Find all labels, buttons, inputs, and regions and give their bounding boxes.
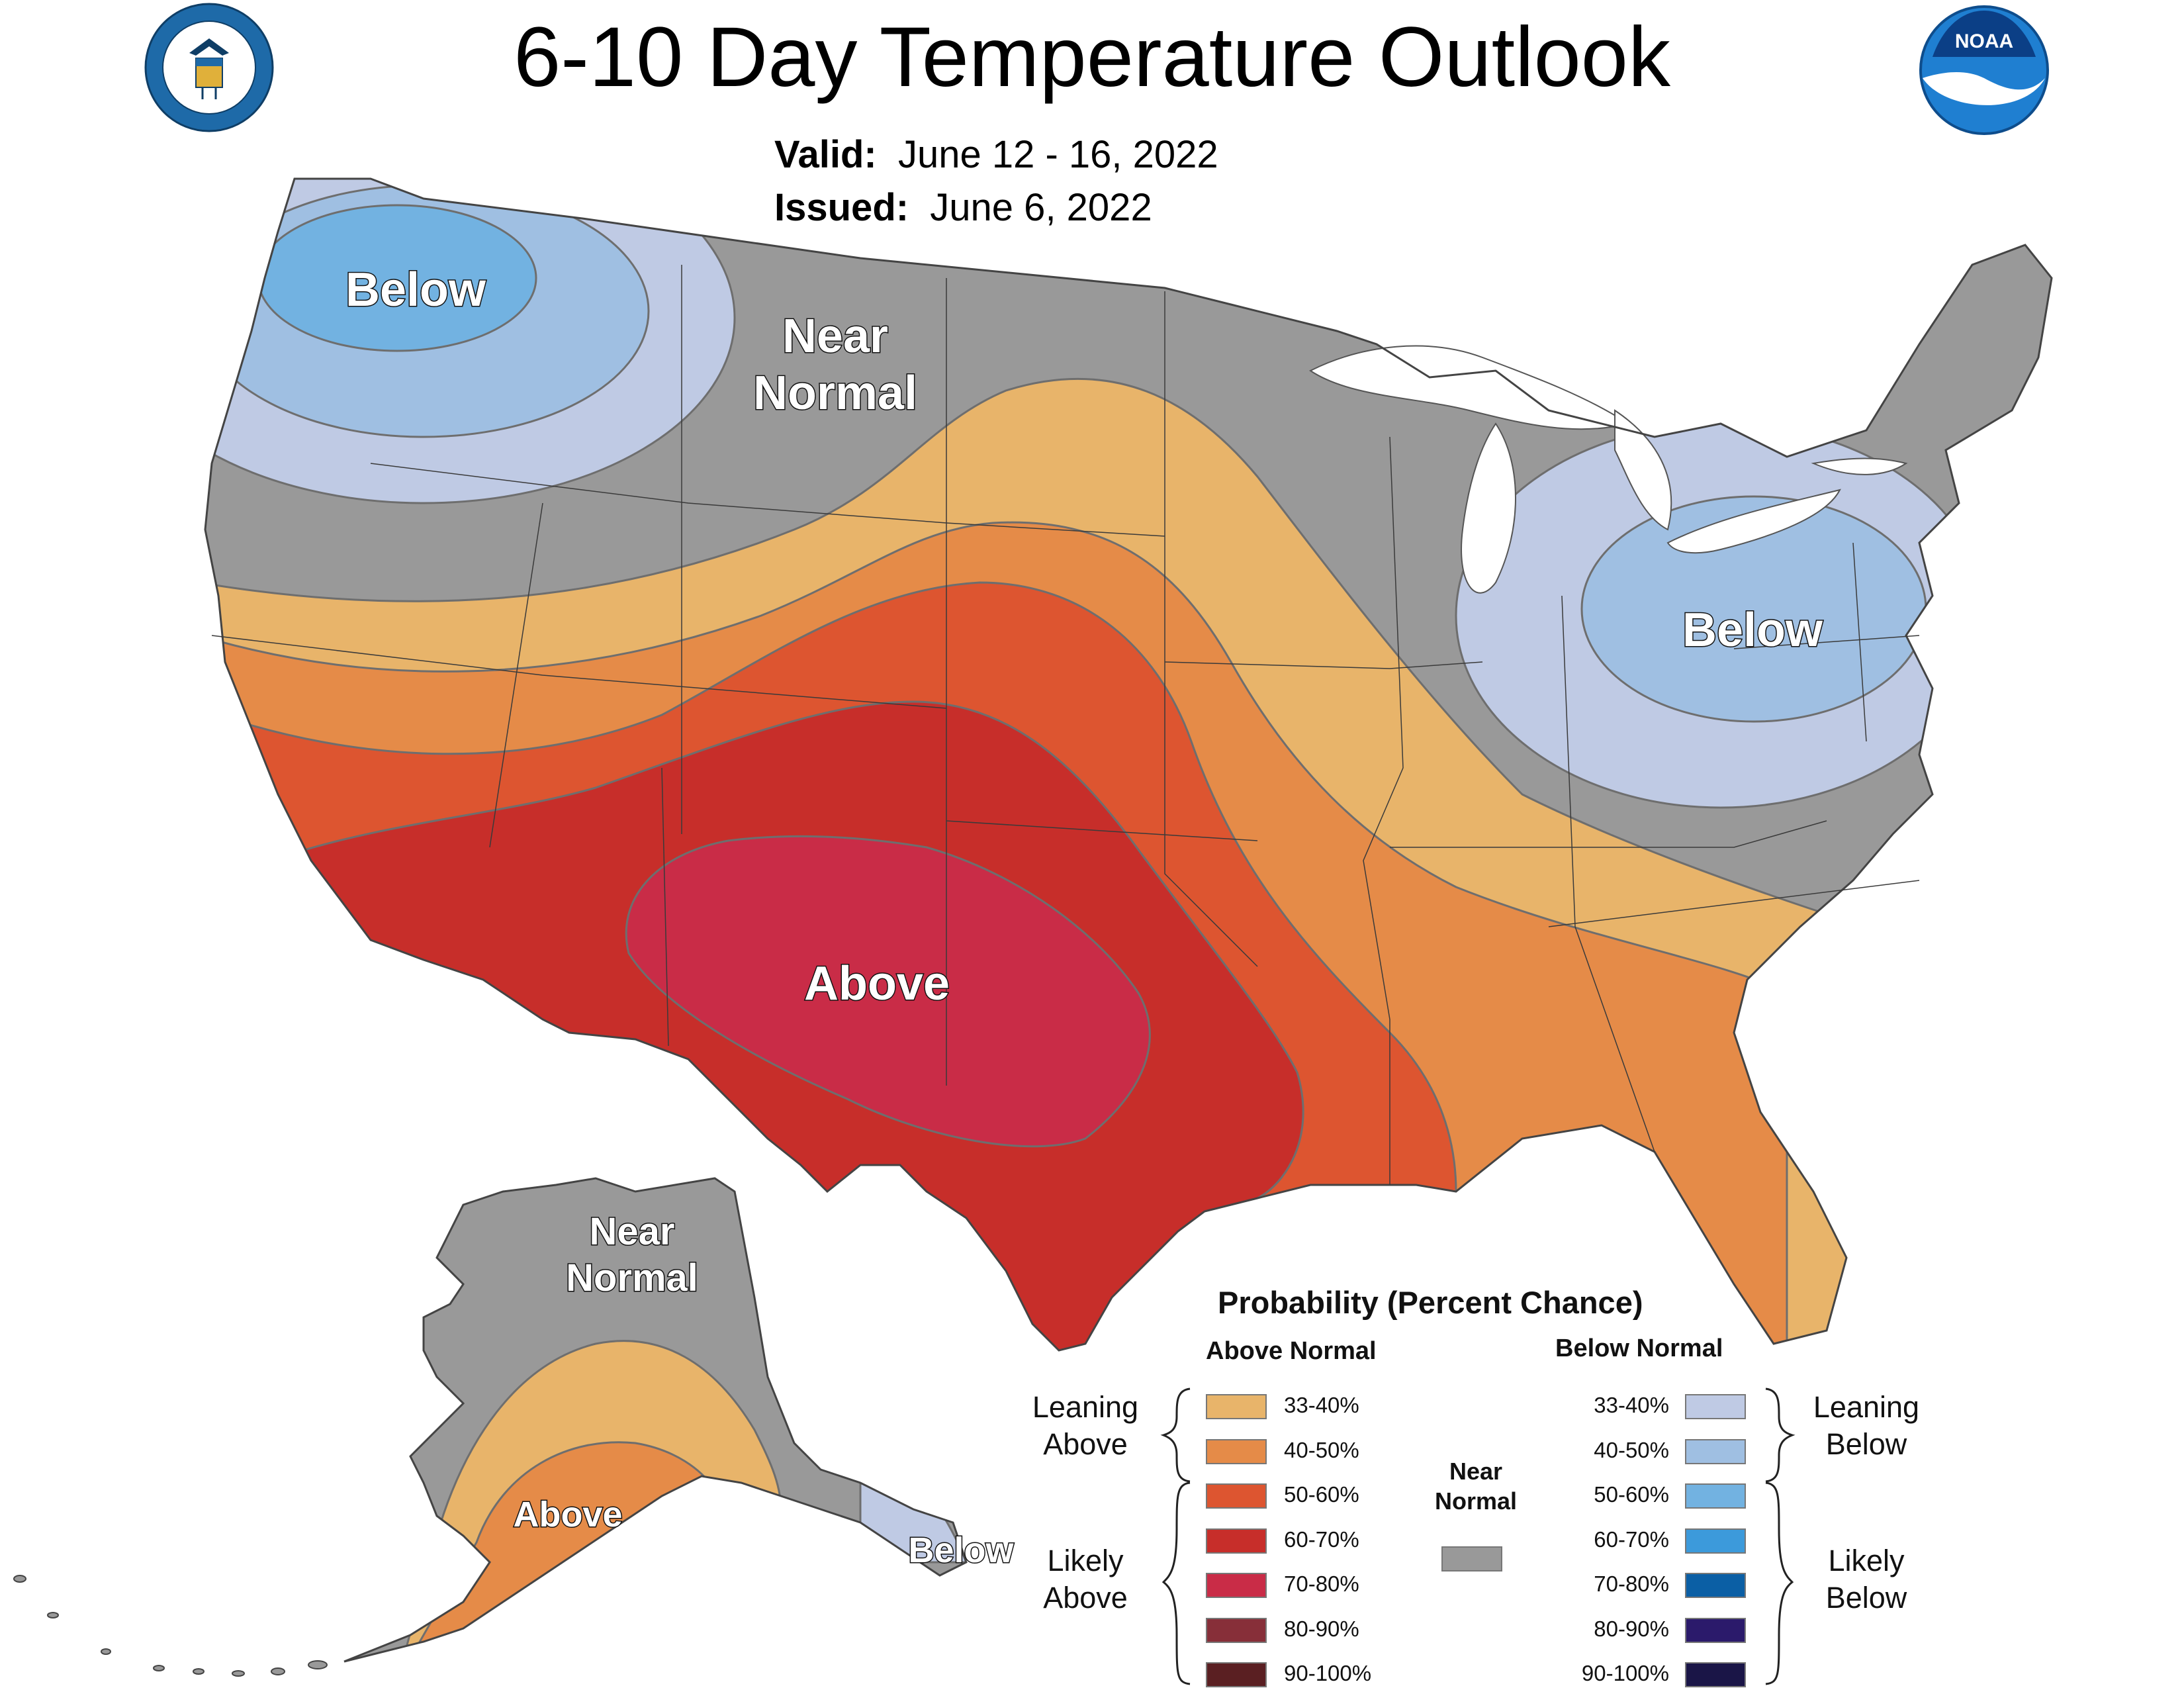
below-swatch-label-1: 40-50% xyxy=(1594,1437,1669,1462)
below-swatch-label-5: 80-90% xyxy=(1594,1616,1669,1641)
above-swatch-label-1: 40-50% xyxy=(1284,1437,1359,1462)
aleutian-islands xyxy=(13,1575,328,1677)
near-normal-line1: Near xyxy=(1449,1458,1503,1485)
noaa-logo-text: NOAA xyxy=(1955,30,2013,52)
above-swatch-3 xyxy=(1206,1528,1267,1554)
label-near-normal-ak-2: Normal xyxy=(566,1256,698,1299)
valid-value: June 12 - 16, 2022 xyxy=(897,133,1218,176)
legend-leaning-below: Leaning Below xyxy=(1794,1389,1939,1464)
issued-date: Issued: June 6, 2022 xyxy=(774,185,1152,230)
below-swatch-label-0: 33-40% xyxy=(1594,1393,1669,1417)
below-swatch-3 xyxy=(1685,1528,1746,1554)
above-swatch-2 xyxy=(1206,1483,1267,1509)
valid-label: Valid: xyxy=(774,133,877,176)
likely-above-line2: Above xyxy=(1043,1581,1128,1615)
leaning-below-line2: Below xyxy=(1825,1427,1907,1462)
likely-below-line2: Below xyxy=(1825,1581,1907,1615)
above-swatch-label-6: 90-100% xyxy=(1284,1661,1372,1685)
valid-dates: Valid: June 12 - 16, 2022 xyxy=(774,132,1218,177)
below-swatch-label-6: 90-100% xyxy=(1581,1661,1669,1685)
label-above-ak: Above xyxy=(513,1495,622,1534)
above-swatch-label-4: 70-80% xyxy=(1284,1571,1359,1596)
label-near-normal-conus-2: Normal xyxy=(753,367,917,420)
above-swatch-0 xyxy=(1206,1394,1267,1419)
above-swatch-label-0: 33-40% xyxy=(1284,1393,1359,1417)
below-swatch-1 xyxy=(1685,1438,1746,1464)
label-above-conus: Above xyxy=(804,957,950,1010)
page-title: 6-10 Day Temperature Outlook xyxy=(514,10,1670,105)
state-boundaries xyxy=(211,265,1920,1185)
above-swatch-label-3: 60-70% xyxy=(1284,1526,1359,1552)
below-swatch-label-4: 70-80% xyxy=(1594,1571,1669,1596)
label-below-ak: Below xyxy=(908,1530,1014,1570)
legend-above-header: Above Normal xyxy=(1206,1337,1377,1365)
label-below-east: Below xyxy=(1682,604,1823,657)
label-near-normal-conus-1: Near xyxy=(782,310,888,363)
above-swatch-1 xyxy=(1206,1438,1267,1464)
alaska-outline xyxy=(343,1177,968,1663)
above-swatch-4 xyxy=(1206,1573,1267,1598)
leaning-above-line1: Leaning xyxy=(1032,1390,1139,1424)
great-lakes xyxy=(1309,345,1908,594)
above-swatch-label-5: 80-90% xyxy=(1284,1616,1359,1641)
below-swatch-5 xyxy=(1685,1617,1746,1643)
noaa-logo: NOAA xyxy=(1919,5,2049,135)
below-swatch-0 xyxy=(1685,1394,1746,1419)
leaning-below-line1: Leaning xyxy=(1813,1390,1920,1424)
department-of-commerce-seal xyxy=(144,3,274,132)
legend-likely-below: Likely Below xyxy=(1794,1542,1939,1617)
below-swatch-2 xyxy=(1685,1483,1746,1509)
legend-title: Probability (Percent Chance) xyxy=(1218,1285,1643,1320)
likely-below-line1: Likely xyxy=(1828,1544,1905,1577)
likely-above-line1: Likely xyxy=(1047,1544,1124,1577)
below-swatch-4 xyxy=(1685,1573,1746,1598)
below-swatch-label-2: 50-60% xyxy=(1594,1482,1669,1507)
legend-near-normal-swatch xyxy=(1441,1546,1502,1571)
issued-label: Issued: xyxy=(774,186,909,229)
label-below-west: Below xyxy=(345,263,486,316)
above-swatch-5 xyxy=(1206,1617,1267,1643)
label-near-normal-ak-1: Near xyxy=(590,1210,675,1253)
above-swatch-label-2: 50-60% xyxy=(1284,1482,1359,1507)
issued-value: June 6, 2022 xyxy=(930,186,1152,229)
above-swatch-6 xyxy=(1206,1662,1267,1687)
legend-near-normal-label: Near Normal xyxy=(1423,1456,1529,1516)
legend-below-header: Below Normal xyxy=(1555,1335,1723,1362)
below-swatch-label-3: 60-70% xyxy=(1594,1526,1669,1552)
below-swatch-6 xyxy=(1685,1662,1746,1687)
near-normal-line2: Normal xyxy=(1434,1487,1518,1515)
legend-likely-above: Likely Above xyxy=(1013,1542,1158,1617)
leaning-above-line2: Above xyxy=(1043,1427,1128,1462)
legend-leaning-above: Leaning Above xyxy=(1013,1389,1158,1464)
